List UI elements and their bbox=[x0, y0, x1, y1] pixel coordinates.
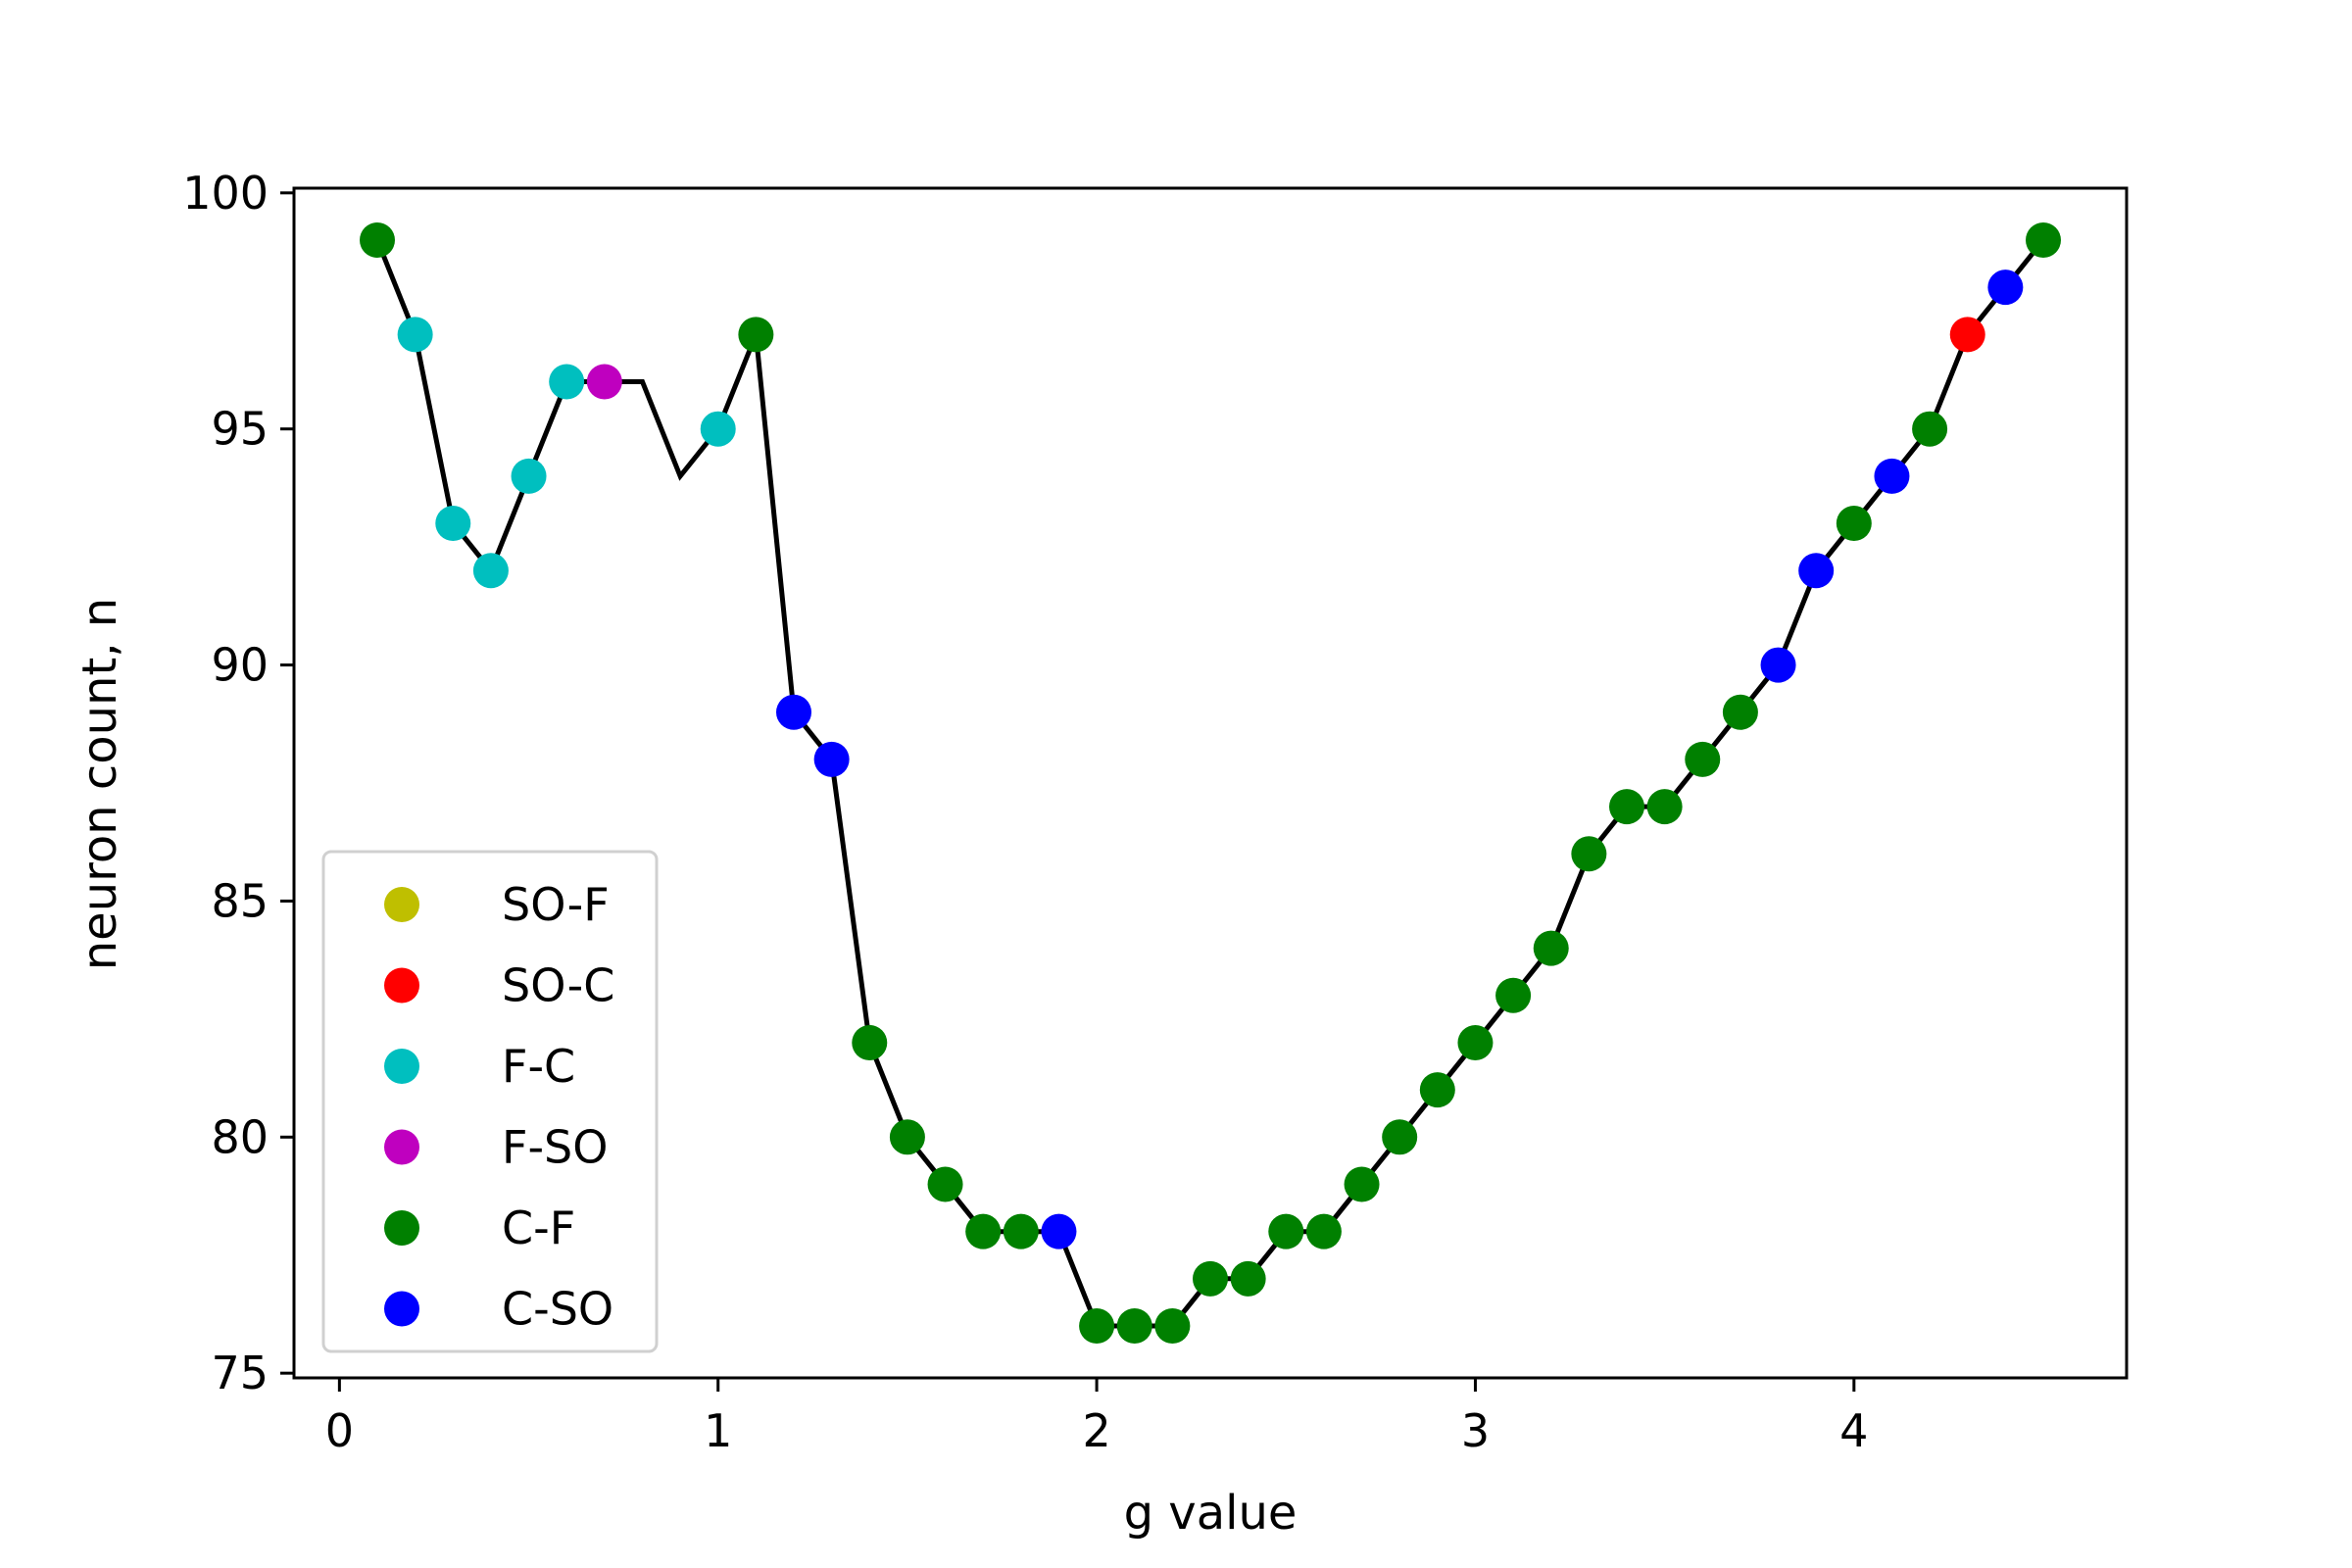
data-point-f-c bbox=[511, 458, 547, 494]
data-point-c-f bbox=[927, 1166, 963, 1202]
data-point-f-so bbox=[586, 364, 622, 400]
data-point-c-f bbox=[1419, 1072, 1455, 1108]
data-point-c-f bbox=[1268, 1213, 1304, 1250]
data-point-c-f bbox=[1533, 930, 1569, 966]
data-point-c-f bbox=[965, 1213, 1002, 1250]
y-tick-label: 90 bbox=[211, 639, 269, 692]
legend-label-so-f: SO-F bbox=[502, 878, 610, 931]
x-axis-label: g value bbox=[1124, 1486, 1298, 1541]
x-tick-label: 2 bbox=[1082, 1404, 1110, 1457]
data-point-c-so bbox=[776, 694, 811, 730]
legend-label-c-f: C-F bbox=[502, 1201, 575, 1254]
data-point-so-c bbox=[1949, 317, 1985, 353]
data-point-f-c bbox=[435, 506, 471, 542]
data-point-c-so bbox=[1798, 553, 1835, 589]
data-point-c-f bbox=[2026, 221, 2061, 258]
x-tick-label: 4 bbox=[1839, 1404, 1868, 1457]
legend-marker-c-f bbox=[384, 1210, 419, 1246]
x-axis: 0 1 2 3 4 bbox=[325, 1378, 1868, 1457]
data-markers bbox=[360, 221, 2061, 1345]
legend: SO-F SO-C F-C F-SO C-F C-SO bbox=[321, 850, 659, 1353]
plot-frame bbox=[292, 186, 2129, 1380]
data-point-c-f bbox=[852, 1024, 888, 1060]
legend-marker-so-c bbox=[384, 967, 419, 1004]
data-point-f-c bbox=[549, 364, 585, 400]
data-point-c-f bbox=[1193, 1260, 1228, 1297]
y-tick-label: 80 bbox=[211, 1110, 269, 1163]
data-point-c-f bbox=[1457, 1024, 1494, 1060]
data-point-f-c bbox=[397, 317, 433, 353]
data-point-c-f bbox=[1571, 836, 1607, 872]
data-point-f-c bbox=[700, 411, 736, 447]
y-tick-label: 85 bbox=[211, 874, 269, 927]
data-point-c-f bbox=[1382, 1119, 1418, 1155]
x-tick-label: 0 bbox=[325, 1404, 354, 1457]
data-point-c-f bbox=[1836, 506, 1872, 542]
data-point-c-f bbox=[1230, 1260, 1266, 1297]
legend-label-so-c: SO-C bbox=[502, 959, 614, 1012]
data-point-c-f bbox=[1003, 1213, 1039, 1250]
y-axis-label: neuron count, n bbox=[73, 598, 127, 970]
legend-marker-so-f bbox=[384, 887, 419, 922]
y-tick-label: 75 bbox=[211, 1347, 269, 1399]
x-tick-label: 3 bbox=[1461, 1404, 1490, 1457]
data-point-c-so bbox=[1987, 270, 2024, 306]
data-point-c-f bbox=[360, 221, 395, 258]
legend-marker-c-so bbox=[384, 1291, 419, 1327]
y-axis: 75 80 85 90 95 100 bbox=[182, 167, 294, 1399]
legend-marker-f-c bbox=[384, 1049, 419, 1084]
data-point-c-f bbox=[1305, 1213, 1342, 1250]
data-point-c-f bbox=[1079, 1308, 1115, 1345]
legend-label-c-so: C-SO bbox=[502, 1283, 613, 1336]
data-point-c-f bbox=[1685, 741, 1721, 777]
x-tick-label: 1 bbox=[704, 1404, 732, 1457]
y-tick-label: 100 bbox=[182, 167, 269, 220]
data-point-c-so bbox=[1760, 647, 1796, 683]
data-point-c-f bbox=[889, 1119, 925, 1155]
data-point-f-c bbox=[472, 553, 509, 589]
y-tick-label: 95 bbox=[211, 403, 269, 456]
legend-label-f-so: F-SO bbox=[502, 1121, 608, 1174]
data-point-c-f bbox=[1722, 694, 1758, 730]
data-point-c-f bbox=[1609, 789, 1644, 825]
legend-label-f-c: F-C bbox=[502, 1040, 575, 1093]
data-point-c-so bbox=[1874, 458, 1910, 494]
data-point-c-f bbox=[738, 317, 774, 353]
data-point-c-f bbox=[1912, 411, 1948, 447]
data-point-c-f bbox=[1116, 1308, 1152, 1345]
data-point-c-f bbox=[1646, 789, 1683, 825]
data-point-c-f bbox=[1495, 977, 1532, 1013]
data-point-c-f bbox=[1154, 1308, 1191, 1345]
data-point-c-f bbox=[1344, 1166, 1380, 1202]
data-point-c-so bbox=[813, 741, 850, 777]
legend-marker-f-so bbox=[384, 1129, 419, 1165]
data-point-c-so bbox=[1041, 1213, 1077, 1250]
